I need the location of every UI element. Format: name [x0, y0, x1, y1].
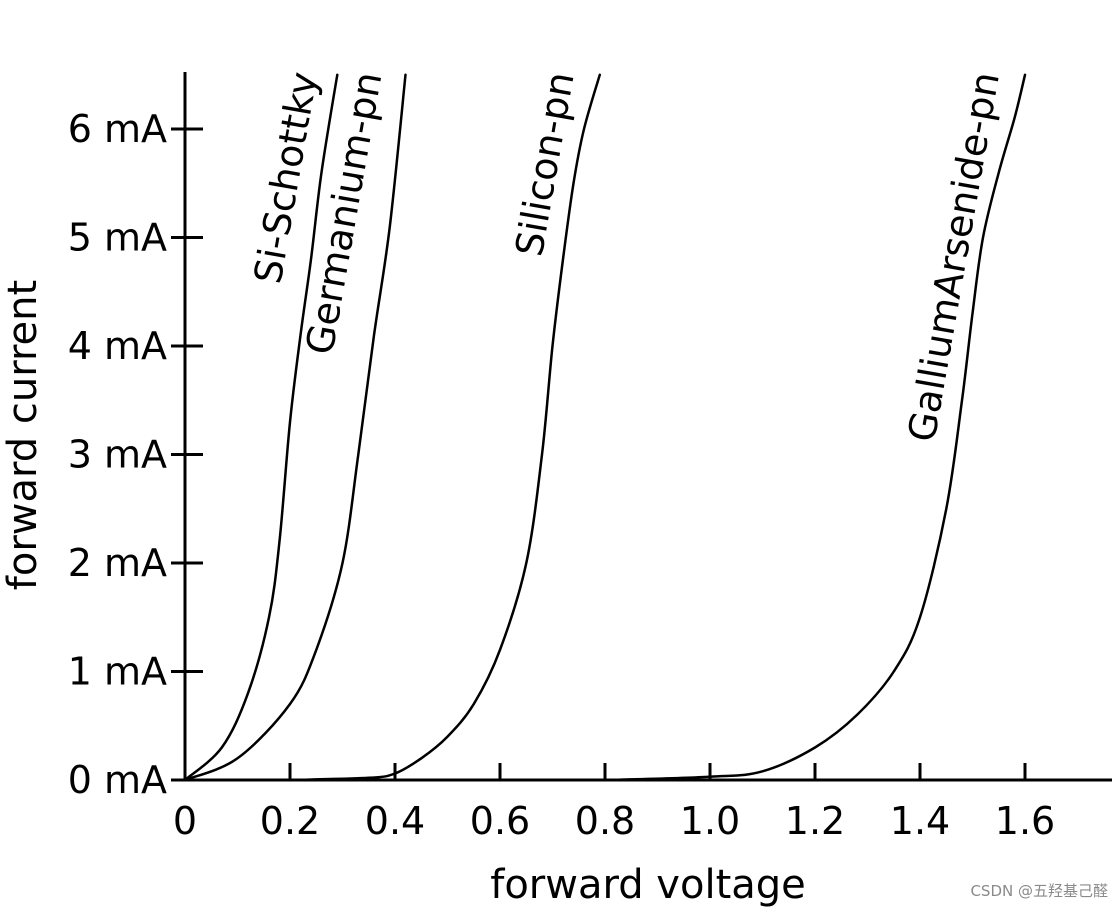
y-tick-label-0-ma: 0 mA — [68, 758, 167, 802]
series-line-germanium-pn — [183, 73, 407, 782]
y-tick-label-6-ma: 6 mA — [68, 107, 167, 151]
y-tick-label-4-ma: 4 mA — [68, 324, 167, 368]
series-lines — [183, 73, 1027, 782]
y-tick-label-1-ma: 1 mA — [68, 650, 167, 694]
x-tick-label-0-6: 0.6 — [470, 799, 530, 843]
y-ticks: 0 mA 1 mA 2 mA 3 mA 4 mA 5 mA 6 mA — [68, 107, 203, 802]
x-tick-label-0-4: 0.4 — [365, 799, 425, 843]
x-tick-label-1-2: 1.2 — [785, 799, 845, 843]
y-tick-label-5-ma: 5 mA — [68, 216, 167, 260]
x-tick-label-1-4: 1.4 — [890, 799, 950, 843]
y-axis-label: forward current — [0, 280, 46, 590]
x-tick-label-1-0: 1.0 — [680, 799, 740, 843]
series-line-galliumarsenide-pn — [603, 73, 1027, 782]
y-tick-label-3-ma: 3 mA — [68, 433, 167, 477]
series-line-si-schottky — [183, 73, 339, 782]
x-axis-label: forward voltage — [490, 862, 806, 908]
x-tick-label-0-2: 0.2 — [260, 799, 320, 843]
x-ticks: 0 0.2 0.4 0.6 0.8 1.0 1.2 1.4 1.6 — [173, 763, 1055, 843]
series-label-galliumarsenide-pn: GalliumArsenide-pn — [900, 69, 1008, 445]
series-line-silicon-pn — [288, 73, 602, 782]
watermark: CSDN @五羟基己醛 — [970, 882, 1108, 900]
y-tick-label-2-ma: 2 mA — [68, 541, 167, 585]
x-tick-label-0: 0 — [173, 799, 197, 843]
x-tick-label-0-8: 0.8 — [575, 799, 635, 843]
series-label-silicon-pn: Silicon-pn — [507, 69, 583, 260]
x-tick-label-1-6: 1.6 — [995, 799, 1055, 843]
